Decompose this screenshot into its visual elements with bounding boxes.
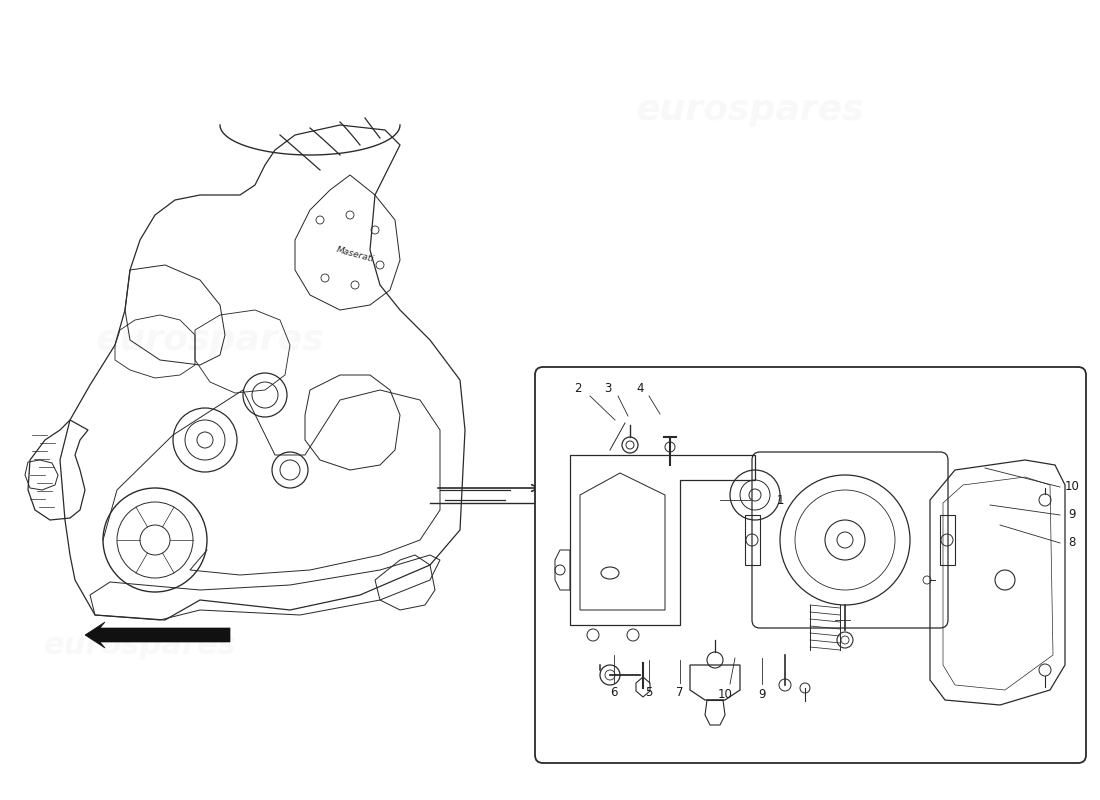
- Text: 4: 4: [636, 382, 644, 394]
- Text: 10: 10: [717, 687, 733, 701]
- Text: 1: 1: [777, 494, 783, 506]
- Text: 7: 7: [676, 686, 684, 698]
- Bar: [940, 515, 955, 565]
- FancyBboxPatch shape: [535, 367, 1086, 763]
- Text: 3: 3: [604, 382, 612, 394]
- Text: Maserati: Maserati: [336, 246, 375, 264]
- Text: eurospares: eurospares: [96, 323, 324, 357]
- Text: 9: 9: [1068, 509, 1076, 522]
- Text: eurospares: eurospares: [637, 541, 883, 579]
- Text: eurospares: eurospares: [636, 93, 865, 127]
- Text: 9: 9: [758, 687, 766, 701]
- Text: 8: 8: [1068, 537, 1076, 550]
- Text: eurospares: eurospares: [666, 603, 894, 637]
- Bar: [745, 515, 760, 565]
- Text: 6: 6: [610, 686, 618, 698]
- Text: 10: 10: [1065, 481, 1079, 494]
- Text: 2: 2: [574, 382, 582, 394]
- Text: 5: 5: [646, 686, 652, 698]
- Text: eurospares: eurospares: [44, 630, 236, 659]
- Polygon shape: [85, 622, 230, 648]
